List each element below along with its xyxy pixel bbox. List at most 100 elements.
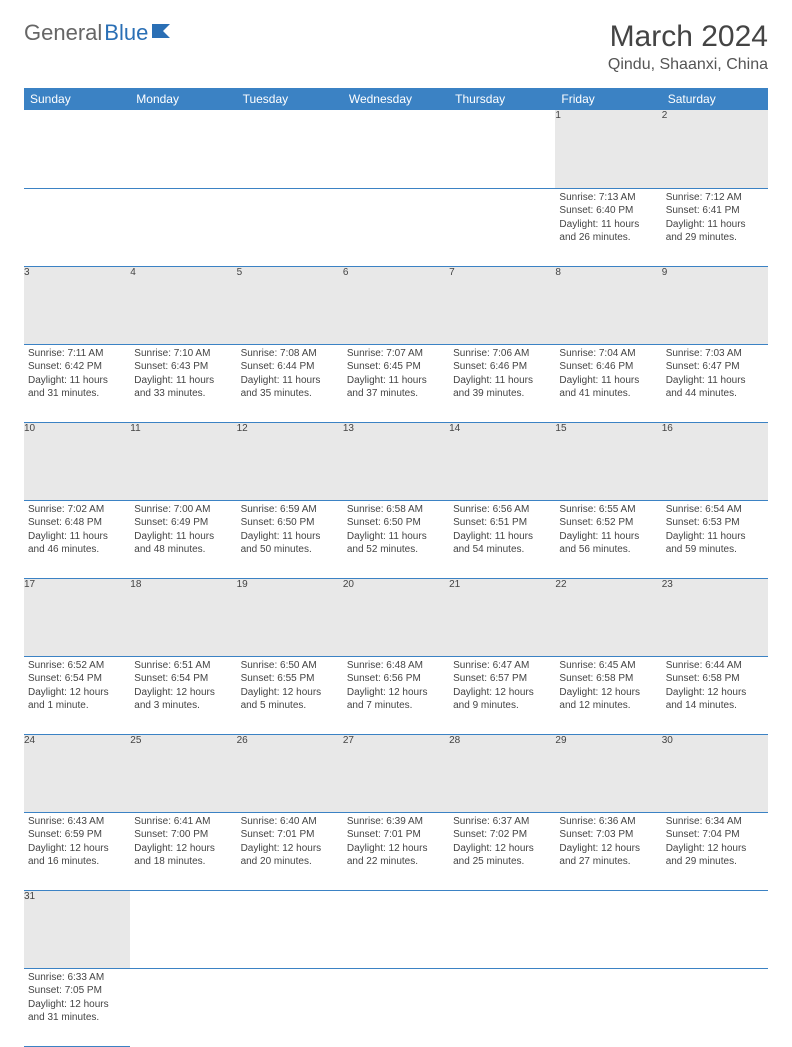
daylight-text: Daylight: 12 hours and 5 minutes.	[241, 686, 339, 713]
day-number-cell: 10	[24, 422, 130, 500]
sunset-text: Sunset: 6:40 PM	[559, 204, 657, 218]
header: GeneralBlue March 2024 Qindu, Shaanxi, C…	[24, 20, 768, 74]
day-body-cell	[662, 968, 768, 1046]
day-number-cell: 31	[24, 890, 130, 968]
daylight-text: Daylight: 11 hours and 48 minutes.	[134, 530, 232, 557]
day-details: Sunrise: 6:47 AMSunset: 6:57 PMDaylight:…	[449, 657, 555, 715]
daylight-text: Daylight: 11 hours and 37 minutes.	[347, 374, 445, 401]
day-body-cell: Sunrise: 6:48 AMSunset: 6:56 PMDaylight:…	[343, 656, 449, 734]
day-number-row: 17181920212223	[24, 578, 768, 656]
day-number-cell: 15	[555, 422, 661, 500]
day-body-cell: Sunrise: 6:45 AMSunset: 6:58 PMDaylight:…	[555, 656, 661, 734]
day-number-cell: 1	[555, 110, 661, 188]
day-body-cell: Sunrise: 7:00 AMSunset: 6:49 PMDaylight:…	[130, 500, 236, 578]
day-body-cell	[130, 968, 236, 1046]
sunrise-text: Sunrise: 7:04 AM	[559, 347, 657, 361]
daylight-text: Daylight: 12 hours and 22 minutes.	[347, 842, 445, 869]
sunrise-text: Sunrise: 7:07 AM	[347, 347, 445, 361]
day-body-cell: Sunrise: 6:37 AMSunset: 7:02 PMDaylight:…	[449, 812, 555, 890]
daylight-text: Daylight: 12 hours and 18 minutes.	[134, 842, 232, 869]
weekday-header: Thursday	[449, 88, 555, 110]
day-body-row: Sunrise: 6:33 AMSunset: 7:05 PMDaylight:…	[24, 968, 768, 1046]
day-details: Sunrise: 6:59 AMSunset: 6:50 PMDaylight:…	[237, 501, 343, 559]
daylight-text: Daylight: 12 hours and 9 minutes.	[453, 686, 551, 713]
day-details: Sunrise: 6:37 AMSunset: 7:02 PMDaylight:…	[449, 813, 555, 871]
sunrise-text: Sunrise: 6:51 AM	[134, 659, 232, 673]
day-body-row: Sunrise: 7:13 AMSunset: 6:40 PMDaylight:…	[24, 188, 768, 266]
day-body-cell: Sunrise: 6:40 AMSunset: 7:01 PMDaylight:…	[237, 812, 343, 890]
daylight-text: Daylight: 11 hours and 26 minutes.	[559, 218, 657, 245]
sunset-text: Sunset: 6:47 PM	[666, 360, 764, 374]
day-number-cell: 28	[449, 734, 555, 812]
sunset-text: Sunset: 6:57 PM	[453, 672, 551, 686]
day-body-cell: Sunrise: 6:33 AMSunset: 7:05 PMDaylight:…	[24, 968, 130, 1046]
daylight-text: Daylight: 12 hours and 29 minutes.	[666, 842, 764, 869]
sunrise-text: Sunrise: 7:02 AM	[28, 503, 126, 517]
daylight-text: Daylight: 11 hours and 52 minutes.	[347, 530, 445, 557]
day-body-cell: Sunrise: 6:55 AMSunset: 6:52 PMDaylight:…	[555, 500, 661, 578]
day-details: Sunrise: 6:36 AMSunset: 7:03 PMDaylight:…	[555, 813, 661, 871]
day-details: Sunrise: 6:50 AMSunset: 6:55 PMDaylight:…	[237, 657, 343, 715]
daylight-text: Daylight: 12 hours and 20 minutes.	[241, 842, 339, 869]
day-body-cell: Sunrise: 6:59 AMSunset: 6:50 PMDaylight:…	[237, 500, 343, 578]
sunrise-text: Sunrise: 7:10 AM	[134, 347, 232, 361]
sunset-text: Sunset: 6:54 PM	[28, 672, 126, 686]
day-number-cell: 30	[662, 734, 768, 812]
day-details: Sunrise: 7:10 AMSunset: 6:43 PMDaylight:…	[130, 345, 236, 403]
day-number-cell	[130, 890, 236, 968]
day-details: Sunrise: 7:00 AMSunset: 6:49 PMDaylight:…	[130, 501, 236, 559]
day-body-row: Sunrise: 6:43 AMSunset: 6:59 PMDaylight:…	[24, 812, 768, 890]
sunrise-text: Sunrise: 6:45 AM	[559, 659, 657, 673]
sunset-text: Sunset: 7:01 PM	[241, 828, 339, 842]
day-body-cell: Sunrise: 7:08 AMSunset: 6:44 PMDaylight:…	[237, 344, 343, 422]
sunset-text: Sunset: 7:01 PM	[347, 828, 445, 842]
daylight-text: Daylight: 12 hours and 1 minute.	[28, 686, 126, 713]
day-number-cell	[662, 890, 768, 968]
day-number-cell	[130, 110, 236, 188]
sunset-text: Sunset: 7:00 PM	[134, 828, 232, 842]
sunrise-text: Sunrise: 7:11 AM	[28, 347, 126, 361]
sunset-text: Sunset: 6:48 PM	[28, 516, 126, 530]
day-number-cell: 19	[237, 578, 343, 656]
sunrise-text: Sunrise: 7:13 AM	[559, 191, 657, 205]
day-body-cell: Sunrise: 6:36 AMSunset: 7:03 PMDaylight:…	[555, 812, 661, 890]
day-details: Sunrise: 7:11 AMSunset: 6:42 PMDaylight:…	[24, 345, 130, 403]
day-details: Sunrise: 6:40 AMSunset: 7:01 PMDaylight:…	[237, 813, 343, 871]
day-body-cell	[555, 968, 661, 1046]
sunset-text: Sunset: 6:41 PM	[666, 204, 764, 218]
day-number-cell: 22	[555, 578, 661, 656]
sunset-text: Sunset: 6:46 PM	[453, 360, 551, 374]
day-details: Sunrise: 6:44 AMSunset: 6:58 PMDaylight:…	[662, 657, 768, 715]
day-number-cell	[449, 890, 555, 968]
day-number-cell: 11	[130, 422, 236, 500]
day-body-cell: Sunrise: 7:11 AMSunset: 6:42 PMDaylight:…	[24, 344, 130, 422]
daylight-text: Daylight: 11 hours and 59 minutes.	[666, 530, 764, 557]
sunrise-text: Sunrise: 6:39 AM	[347, 815, 445, 829]
daylight-text: Daylight: 11 hours and 56 minutes.	[559, 530, 657, 557]
day-body-cell: Sunrise: 6:39 AMSunset: 7:01 PMDaylight:…	[343, 812, 449, 890]
sunrise-text: Sunrise: 6:55 AM	[559, 503, 657, 517]
sunrise-text: Sunrise: 7:12 AM	[666, 191, 764, 205]
day-details: Sunrise: 6:55 AMSunset: 6:52 PMDaylight:…	[555, 501, 661, 559]
day-details: Sunrise: 6:43 AMSunset: 6:59 PMDaylight:…	[24, 813, 130, 871]
daylight-text: Daylight: 11 hours and 54 minutes.	[453, 530, 551, 557]
sunset-text: Sunset: 6:46 PM	[559, 360, 657, 374]
sunset-text: Sunset: 7:05 PM	[28, 984, 126, 998]
day-number-row: 3456789	[24, 266, 768, 344]
calendar-table: SundayMondayTuesdayWednesdayThursdayFrid…	[24, 88, 768, 1047]
sunrise-text: Sunrise: 6:33 AM	[28, 971, 126, 985]
sunrise-text: Sunrise: 6:54 AM	[666, 503, 764, 517]
weekday-header: Saturday	[662, 88, 768, 110]
day-number-cell	[24, 110, 130, 188]
day-body-cell: Sunrise: 6:51 AMSunset: 6:54 PMDaylight:…	[130, 656, 236, 734]
day-details: Sunrise: 6:54 AMSunset: 6:53 PMDaylight:…	[662, 501, 768, 559]
day-number-cell: 29	[555, 734, 661, 812]
daylight-text: Daylight: 12 hours and 3 minutes.	[134, 686, 232, 713]
day-body-cell: Sunrise: 7:13 AMSunset: 6:40 PMDaylight:…	[555, 188, 661, 266]
day-body-cell: Sunrise: 7:12 AMSunset: 6:41 PMDaylight:…	[662, 188, 768, 266]
day-details: Sunrise: 7:04 AMSunset: 6:46 PMDaylight:…	[555, 345, 661, 403]
day-number-cell	[555, 890, 661, 968]
sunrise-text: Sunrise: 6:52 AM	[28, 659, 126, 673]
sunrise-text: Sunrise: 6:47 AM	[453, 659, 551, 673]
day-details: Sunrise: 6:33 AMSunset: 7:05 PMDaylight:…	[24, 969, 130, 1027]
